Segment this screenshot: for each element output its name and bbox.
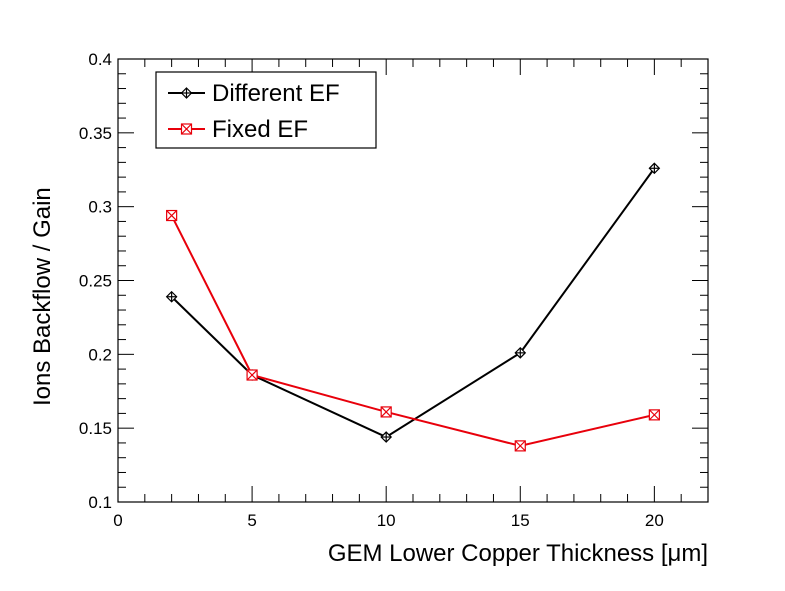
x-tick-label: 0 — [113, 511, 122, 530]
x-tick-label: 5 — [247, 511, 256, 530]
legend-label-different-ef: Different EF — [212, 80, 340, 107]
series-lines — [170, 167, 656, 447]
legend-box — [155, 71, 377, 149]
data-point-0-0 — [165, 290, 178, 303]
axis-tick-labels: 0 5 10 15 20 0.1 0.15 0.2 0.25 0.3 0.35 0.4 — [79, 50, 664, 530]
y-axis-title: Ions Backflow / Gain — [29, 187, 56, 406]
data-point-1-1 — [246, 369, 258, 381]
x-tick-label: 10 — [377, 511, 396, 530]
x-tick-label: 20 — [645, 511, 664, 530]
x-axis-title: GEM Lower Copper Thickness [μm] — [328, 540, 708, 567]
legend-label-fixed-ef: Fixed EF — [212, 116, 308, 143]
series-markers — [165, 162, 661, 452]
data-point-1-2 — [380, 406, 392, 418]
y-tick-label: 0.15 — [79, 419, 112, 438]
series-line-0 — [170, 167, 656, 439]
y-tick-label: 0.35 — [79, 124, 112, 143]
y-tick-label: 0.1 — [88, 493, 112, 512]
series-line-1 — [170, 215, 655, 447]
legend: Different EF Fixed EF — [155, 71, 377, 149]
y-tick-label: 0.4 — [88, 50, 112, 69]
legend-marker-different-ef — [180, 87, 193, 99]
y-tick-label: 0.3 — [88, 198, 112, 217]
legend-marker-shape-1 — [180, 123, 193, 135]
y-tick-label: 0.25 — [79, 272, 112, 291]
data-point-1-4 — [648, 409, 660, 421]
data-point-0-4 — [648, 162, 661, 175]
legend-marker-shape-0 — [180, 87, 193, 99]
data-point-0-3 — [514, 347, 527, 359]
x-tick-label: 15 — [511, 511, 530, 530]
data-point-0-2 — [380, 431, 393, 443]
legend-marker-fixed-ef — [180, 123, 193, 135]
data-point-1-0 — [166, 209, 178, 222]
y-tick-label: 0.2 — [88, 345, 112, 364]
data-point-1-3 — [514, 440, 526, 452]
